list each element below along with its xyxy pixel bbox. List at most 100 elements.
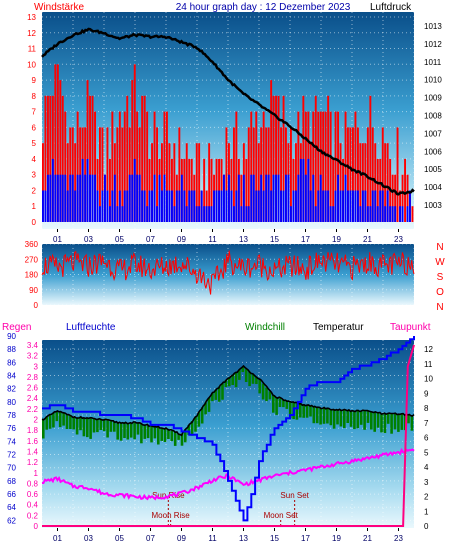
wind-gust-bar bbox=[61, 95, 64, 222]
wind-gust-bar bbox=[111, 111, 114, 222]
temperature-tick-label: 11 bbox=[424, 360, 433, 369]
wind-average-bar bbox=[334, 190, 337, 222]
wind-average-bar bbox=[106, 190, 109, 222]
wind-average-bar bbox=[317, 190, 320, 222]
wind-average-bar bbox=[44, 190, 47, 222]
windchill-bar bbox=[194, 416, 197, 432]
rain-tick-label: 0.4 bbox=[27, 501, 39, 510]
wind-average-bar bbox=[280, 190, 282, 222]
humidity-tick-label: 68 bbox=[7, 477, 16, 486]
wind-gust-bar bbox=[101, 127, 104, 222]
wind-gust-bar bbox=[240, 174, 243, 222]
wind-gust-bar bbox=[366, 127, 369, 222]
wind-average-bar bbox=[183, 190, 186, 222]
wind-average-bar bbox=[109, 206, 111, 222]
wind-average-bar bbox=[250, 174, 253, 222]
wind-gust-bar bbox=[352, 127, 354, 222]
wind-gust-bar bbox=[245, 158, 248, 222]
rain-tick-label: 1.6 bbox=[27, 437, 39, 446]
wind-gust-bar bbox=[89, 95, 91, 222]
windchill-bar bbox=[177, 433, 180, 440]
wind-average-bar bbox=[324, 190, 327, 222]
wind-average-bar bbox=[354, 190, 357, 222]
chart-date-title: 24 hour graph day : 12 Dezember 2023 bbox=[176, 2, 351, 13]
panel3-x-axis: 01 03 05 07 09 11 13 15 17 19 21 23 bbox=[53, 528, 403, 543]
humidity-tick-label: 88 bbox=[7, 345, 16, 354]
windchill-bar bbox=[255, 376, 258, 384]
wind-average-bar bbox=[59, 174, 62, 222]
wind-gust-bar bbox=[369, 95, 372, 222]
wind-gust-bar bbox=[364, 143, 367, 222]
wind-average-bar bbox=[190, 190, 193, 222]
wind-average-bar bbox=[76, 174, 79, 222]
wind-average-bar bbox=[240, 206, 243, 222]
windchill-bar bbox=[376, 413, 380, 428]
wind-gust-bar bbox=[49, 95, 52, 222]
wind-average-bar bbox=[104, 174, 106, 222]
wind-gust-bar bbox=[171, 158, 173, 222]
windchill-bar bbox=[170, 431, 174, 442]
wind-gust-bar bbox=[349, 127, 352, 222]
windchill-bar bbox=[190, 421, 194, 436]
wind-gust-bar bbox=[148, 158, 151, 222]
wind-gust-bar bbox=[272, 95, 275, 222]
direction-tick-label: 270 bbox=[25, 255, 39, 264]
wind-average-bar bbox=[374, 190, 377, 222]
windchill-bar bbox=[167, 429, 170, 439]
rain-tick-label: 2.2 bbox=[27, 405, 39, 414]
wind-average-bar bbox=[74, 190, 77, 222]
wind-gust-bar bbox=[183, 158, 186, 222]
wind-gust-bar bbox=[121, 127, 124, 222]
wind-average-bar bbox=[223, 174, 225, 222]
wind-average-bar bbox=[312, 174, 315, 222]
x-tick-label: 21 bbox=[363, 534, 372, 543]
rain-tick-label: 0.2 bbox=[27, 511, 39, 520]
wind-average-bar bbox=[297, 174, 300, 222]
windchill-bar bbox=[258, 379, 261, 394]
windchill-bar bbox=[143, 424, 147, 439]
windchill-bar bbox=[79, 417, 82, 431]
wind-average-bar bbox=[272, 174, 275, 222]
windchill-bar bbox=[102, 419, 106, 432]
wind-gust-bar bbox=[295, 143, 297, 222]
wind-gust-bar bbox=[381, 127, 384, 222]
humidity-y-axis: 62 64 66 68 70 72 74 76 78 80 82 84 86 88 90 bbox=[7, 332, 16, 525]
windchill-bar bbox=[99, 419, 103, 430]
wind-gust-bar bbox=[66, 143, 69, 222]
windchill-bar bbox=[82, 417, 86, 437]
windchill-bar bbox=[211, 393, 214, 402]
windchill-bar bbox=[386, 413, 390, 424]
windchill-bar bbox=[383, 413, 387, 433]
wind-average-bar bbox=[51, 158, 54, 222]
wind-average-bar bbox=[200, 190, 203, 222]
wind-average-bar bbox=[275, 174, 277, 222]
windchill-bar bbox=[268, 391, 272, 400]
wind-tick-label: 2 bbox=[32, 186, 37, 195]
wind-gust-bar bbox=[327, 95, 330, 222]
pressure-axis-title: Luftdruck bbox=[370, 2, 412, 13]
wind-gust-bar bbox=[163, 111, 166, 222]
windchill-bar bbox=[265, 387, 268, 402]
humidity-tick-label: 62 bbox=[7, 516, 16, 525]
pressure-line bbox=[41, 27, 415, 196]
windchill-bar bbox=[349, 410, 353, 427]
wind-average-bar bbox=[381, 190, 384, 222]
wind-gust-bar bbox=[91, 95, 94, 222]
wind-average-bar bbox=[314, 206, 317, 222]
pressure-tick-label: 1010 bbox=[424, 76, 442, 85]
x-tick-label: 01 bbox=[53, 235, 62, 244]
windchill-bar bbox=[400, 414, 404, 430]
compass-label: S bbox=[437, 272, 444, 283]
x-tick-label: 15 bbox=[270, 534, 279, 543]
wind-tick-label: 10 bbox=[27, 60, 36, 69]
wind-gust-bar bbox=[317, 111, 320, 222]
windchill-bar bbox=[173, 432, 177, 446]
annotation-label: Moon Rise bbox=[152, 511, 191, 520]
wind-gust-bar bbox=[94, 111, 96, 222]
windchill-bar bbox=[92, 418, 96, 433]
windchill-bar bbox=[353, 410, 356, 430]
wind-average-bar bbox=[193, 190, 196, 222]
windchill-bar bbox=[339, 409, 343, 427]
wind-average-bar bbox=[339, 190, 342, 222]
wind-gust-bar bbox=[220, 158, 223, 222]
